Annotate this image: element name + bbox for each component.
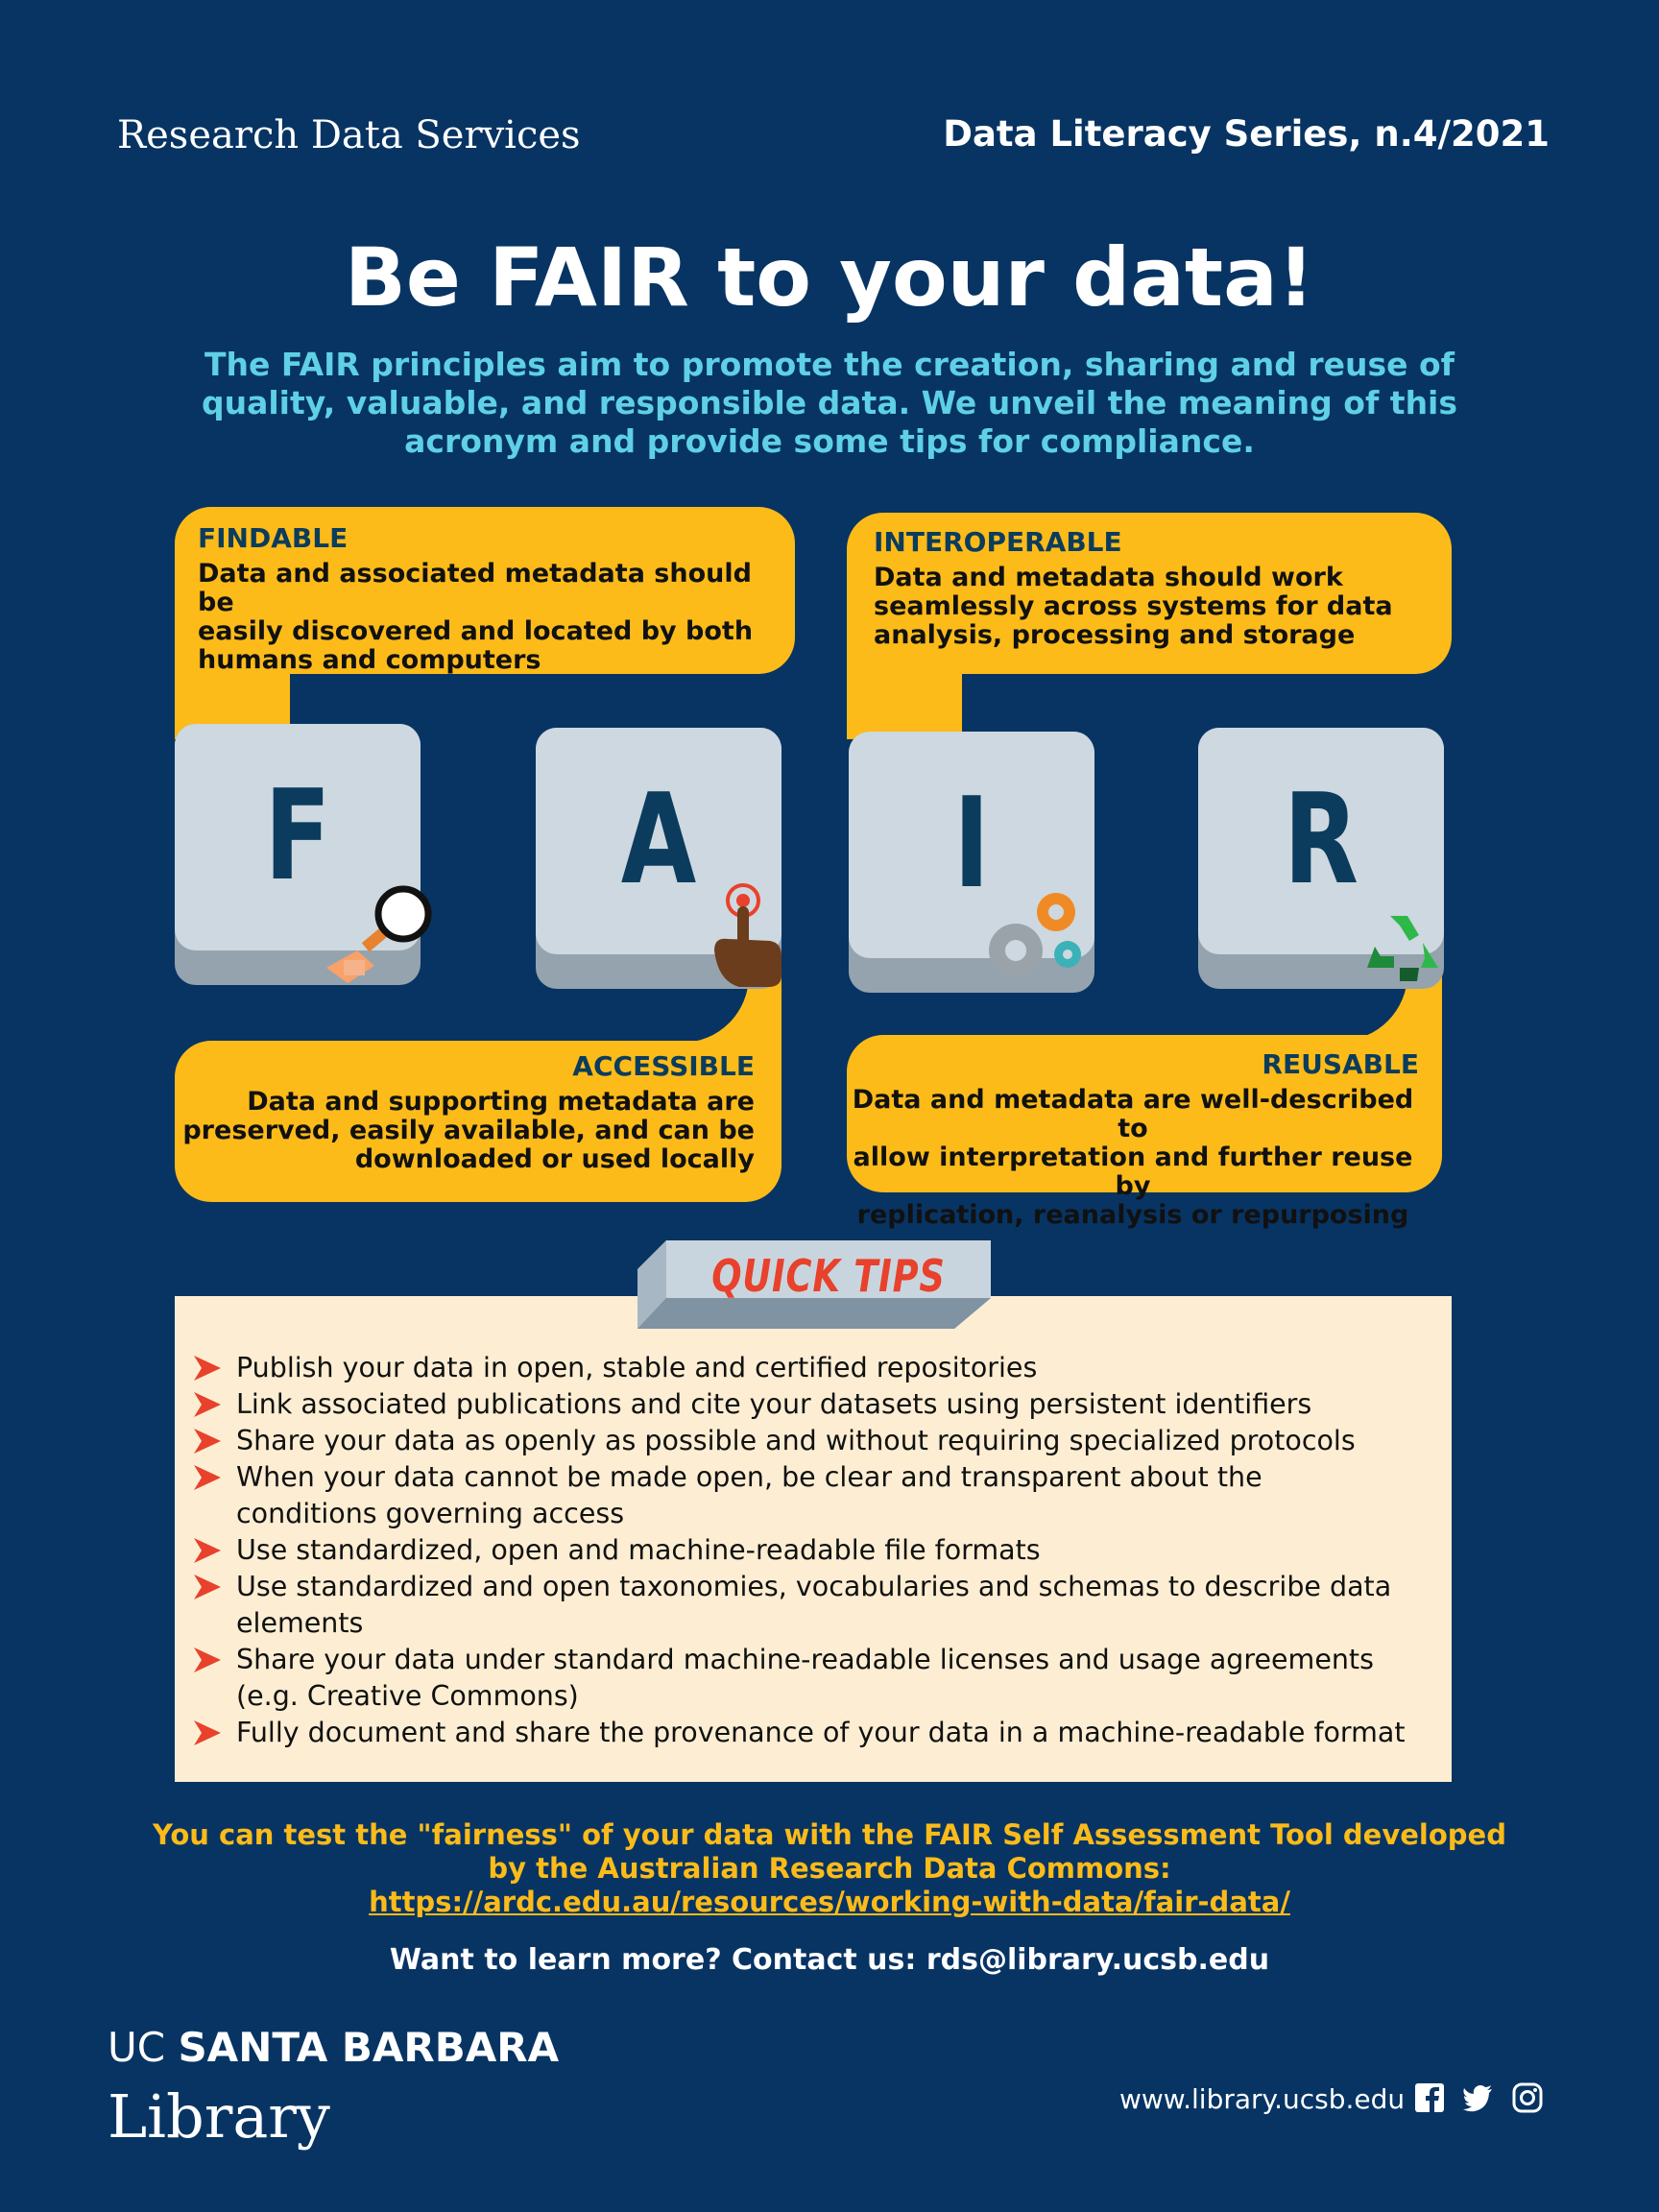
fairness-note: You can test the "fairness" of your data…	[115, 1818, 1544, 1919]
accessible-card: ACCESSIBLE Data and supporting metadata …	[175, 1041, 781, 1202]
tip-item: When your data cannot be made open, be c…	[194, 1459, 1436, 1532]
tip-item: Use standardized and open taxonomies, vo…	[194, 1569, 1436, 1642]
twitter-icon[interactable]	[1461, 2081, 1494, 2114]
tip-item: Publish your data in open, stable and ce…	[194, 1350, 1436, 1386]
tip-text: Share your data as openly as possible an…	[236, 1425, 1356, 1456]
recycle-icon	[1367, 916, 1438, 981]
instagram-icon[interactable]	[1511, 2081, 1544, 2114]
tip-item: Link associated publications and cite yo…	[194, 1386, 1436, 1423]
reusable-line-3: replication, reanalysis or repurposing	[856, 1200, 1409, 1230]
reusable-line-1: Data and metadata are well-described to	[852, 1085, 1414, 1143]
tip-arrow-icon	[194, 1465, 221, 1490]
tip-arrow-icon	[194, 1429, 221, 1454]
tip-arrow-icon	[194, 1538, 221, 1563]
tip-arrow-icon	[194, 1720, 221, 1745]
key-f-letter: F	[264, 762, 331, 908]
tip-item: Share your data under standard machine-r…	[194, 1642, 1436, 1715]
findable-card: FINDABLE Data and associated metadata sh…	[175, 507, 795, 675]
contact-line: Want to learn more? Contact us: rds@libr…	[389, 1943, 1270, 1977]
findable-title: FINDABLE	[198, 522, 349, 554]
findable-line-2: easily discovered and located by both	[198, 616, 754, 646]
key-r-letter: R	[1283, 766, 1359, 912]
gears-icon	[989, 893, 1081, 977]
key-a-letter: A	[620, 766, 697, 912]
accessible-line-1: Data and supporting metadata are	[247, 1087, 755, 1117]
accessible-line-2: preserved, easily available, and can be	[182, 1116, 755, 1145]
tip-text: Use standardized and open taxonomies, vo…	[236, 1571, 1392, 1602]
key-i-letter: I	[953, 770, 990, 916]
reusable-title: REUSABLE	[1262, 1048, 1419, 1080]
fairness-line-2: by the Australian Research Data Commons:	[488, 1852, 1171, 1885]
quick-tips-box: Publish your data in open, stable and ce…	[175, 1296, 1452, 1782]
reusable-card: REUSABLE Data and metadata are well-desc…	[847, 1035, 1442, 1230]
ucsb-wordmark: UC SANTA BARBARA	[108, 2024, 559, 2071]
series-label: Data Literacy Series, n.4/2021	[943, 113, 1550, 155]
interoperable-line-3: analysis, processing and storage	[874, 620, 1356, 650]
tip-text: Publish your data in open, stable and ce…	[236, 1352, 1038, 1383]
accessible-title: ACCESSIBLE	[572, 1050, 755, 1082]
accessible-line-3: downloaded or used locally	[354, 1144, 755, 1174]
ucsb-library: Library	[108, 2081, 330, 2152]
tip-text: conditions governing access	[236, 1498, 625, 1529]
interoperable-line-2: seamlessly across systems for data	[874, 591, 1393, 621]
tip-text: Fully document and share the provenance …	[236, 1717, 1406, 1748]
ucsb-santa-barbara: SANTA BARBARA	[178, 2024, 560, 2071]
pointing-hand-icon	[714, 883, 781, 987]
findable-line-1: Data and associated metadata should be	[198, 559, 752, 617]
tip-text: Link associated publications and cite yo…	[236, 1388, 1312, 1420]
quick-tips-heading: QUICK TIPS	[711, 1250, 946, 1302]
tip-arrow-icon	[194, 1392, 221, 1417]
tip-item: Use standardized, open and machine-reada…	[194, 1532, 1436, 1569]
page-title: Be FAIR to your data!	[344, 230, 1315, 325]
org-name: Research Data Services	[117, 113, 581, 157]
tip-arrow-icon	[194, 1647, 221, 1672]
website-link[interactable]: www.library.ucsb.edu	[1119, 2083, 1406, 2115]
tip-text: (e.g. Creative Commons)	[236, 1680, 579, 1712]
tip-item: Share your data as openly as possible an…	[194, 1423, 1436, 1459]
facebook-icon[interactable]	[1413, 2081, 1446, 2114]
tip-arrow-icon	[194, 1575, 221, 1599]
reusable-line-2: allow interpretation and further reuse b…	[853, 1142, 1413, 1201]
quick-tips-list: Publish your data in open, stable and ce…	[194, 1350, 1436, 1751]
tip-item: Fully document and share the provenance …	[194, 1715, 1436, 1751]
tip-text: Share your data under standard machine-r…	[236, 1644, 1374, 1675]
magnifier-icon	[326, 885, 432, 983]
tip-text: Use standardized, open and machine-reada…	[236, 1534, 1041, 1566]
interoperable-card: INTEROPERABLE Data and metadata should w…	[847, 513, 1452, 674]
key-i: I	[849, 732, 1094, 993]
interoperable-title: INTEROPERABLE	[874, 526, 1122, 558]
page-subtitle: The FAIR principles aim to promote the c…	[201, 346, 1458, 460]
tip-text: When your data cannot be made open, be c…	[236, 1461, 1262, 1493]
tip-text: elements	[236, 1607, 364, 1639]
ucsb-uc: UC	[108, 2024, 166, 2071]
interoperable-line-1: Data and metadata should work	[874, 563, 1343, 592]
ardc-link[interactable]: https://ardc.edu.au/resources/working-wi…	[369, 1886, 1290, 1918]
tip-arrow-icon	[194, 1356, 221, 1381]
findable-line-3: humans and computers	[198, 645, 541, 675]
fairness-line-1: You can test the "fairness" of your data…	[153, 1818, 1506, 1851]
quick-tips-tab	[637, 1240, 991, 1329]
